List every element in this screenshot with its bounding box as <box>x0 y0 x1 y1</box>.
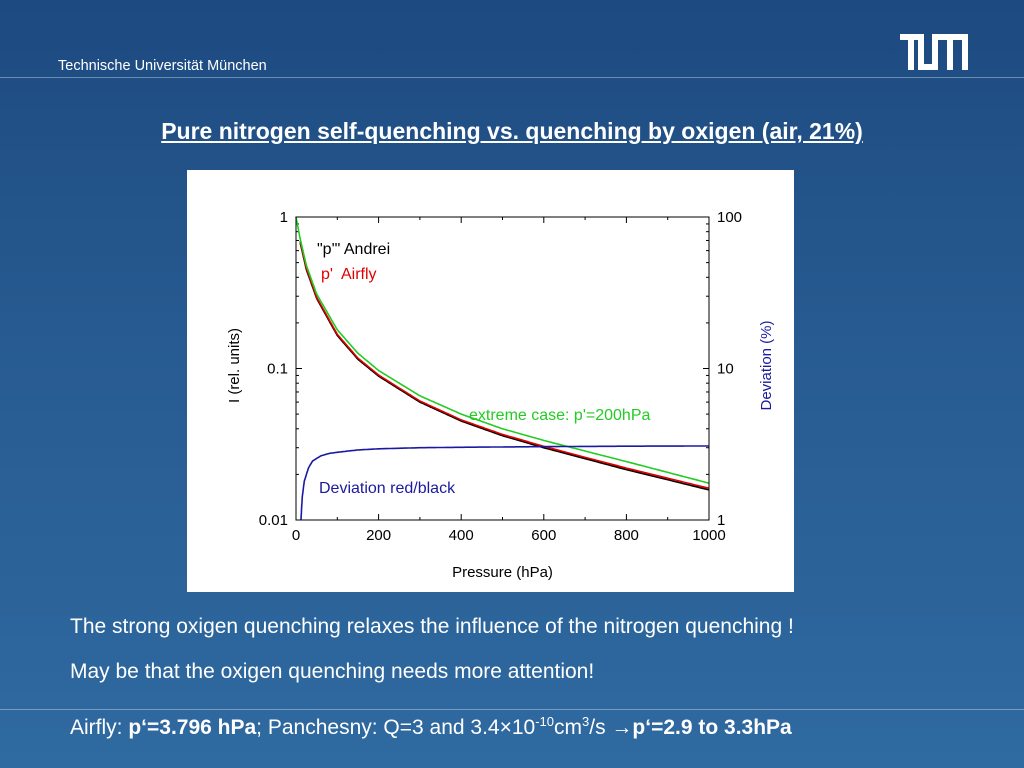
x-tick-label: 1000 <box>692 527 725 544</box>
formula-panchesny: ; Panchesny: Q=3 and 3.4×10 <box>256 716 536 739</box>
pressure-chart: 0 200 400 600 800 1000 0.01 0.1 1 1 10 100 Pressu… <box>226 209 775 581</box>
x-tick-label: 400 <box>449 527 474 544</box>
institution-name: Technische Universität München <box>58 58 267 74</box>
x-tick-label: 800 <box>614 527 639 544</box>
y2-tick-label: 10 <box>717 361 734 378</box>
y2-tick-label: 1 <box>717 512 725 529</box>
arrow-icon: → <box>611 716 633 739</box>
footer-divider <box>0 709 1024 710</box>
formula-unit-cm: cm <box>554 716 583 739</box>
conclusion-text-2: May be that the oxigen quenching needs m… <box>70 660 595 683</box>
series-line-2 <box>295 217 710 484</box>
header-divider <box>0 77 1024 78</box>
x-tick-label: 200 <box>366 527 391 544</box>
x-axis-label: Pressure (hPa) <box>452 564 553 581</box>
series-line-3 <box>300 445 709 520</box>
x-tick-label: 600 <box>531 527 556 544</box>
formula-airfly-label: Airfly: <box>70 716 129 739</box>
y-tick-label: 0.01 <box>259 512 288 529</box>
tum-logo <box>900 34 970 70</box>
x-tick-labels: 0 200 400 600 800 1000 <box>292 527 726 544</box>
formula-unit-s: /s <box>589 716 612 739</box>
series-line-1 <box>299 240 710 490</box>
plot-frame <box>295 216 710 521</box>
chart-curves <box>295 217 710 520</box>
legend-airfly: p' Airfly <box>321 266 377 283</box>
y-tick-label: 1 <box>280 209 288 226</box>
formula-exponent-1: -10 <box>535 714 555 729</box>
y-tick-labels: 0.01 0.1 1 <box>259 209 288 529</box>
annotation-extreme-case: extreme case: p'=200hPa <box>469 407 650 424</box>
y2-tick-labels: 1 10 100 <box>717 209 742 529</box>
tum-logo-icon <box>900 34 968 70</box>
formula-line: Airfly: p‘=3.796 hPa; Panchesny: Q=3 and… <box>70 714 792 740</box>
slide-title: Pure nitrogen self-quenching vs. quenchi… <box>161 118 863 144</box>
formula-result: p‘=2.9 to 3.3hPa <box>632 716 792 739</box>
formula-airfly-value: p‘=3.796 hPa <box>128 716 257 739</box>
legend-andrei: "p'" Andrei <box>317 241 390 258</box>
y-tick-label: 0.1 <box>267 361 288 378</box>
formula-exponent-2: 3 <box>582 714 590 729</box>
chart-panel: 0 200 400 600 800 1000 0.01 0.1 1 1 10 100 Pressu… <box>187 170 794 592</box>
conclusion-text-1: The strong oxigen quenching relaxes the … <box>70 615 794 638</box>
annotation-deviation: Deviation red/black <box>319 480 456 497</box>
y2-tick-label: 100 <box>717 209 742 226</box>
y-axis-label: I (rel. units) <box>226 328 243 403</box>
y2-axis-label: Deviation (%) <box>758 320 775 410</box>
x-tick-label: 0 <box>292 527 300 544</box>
